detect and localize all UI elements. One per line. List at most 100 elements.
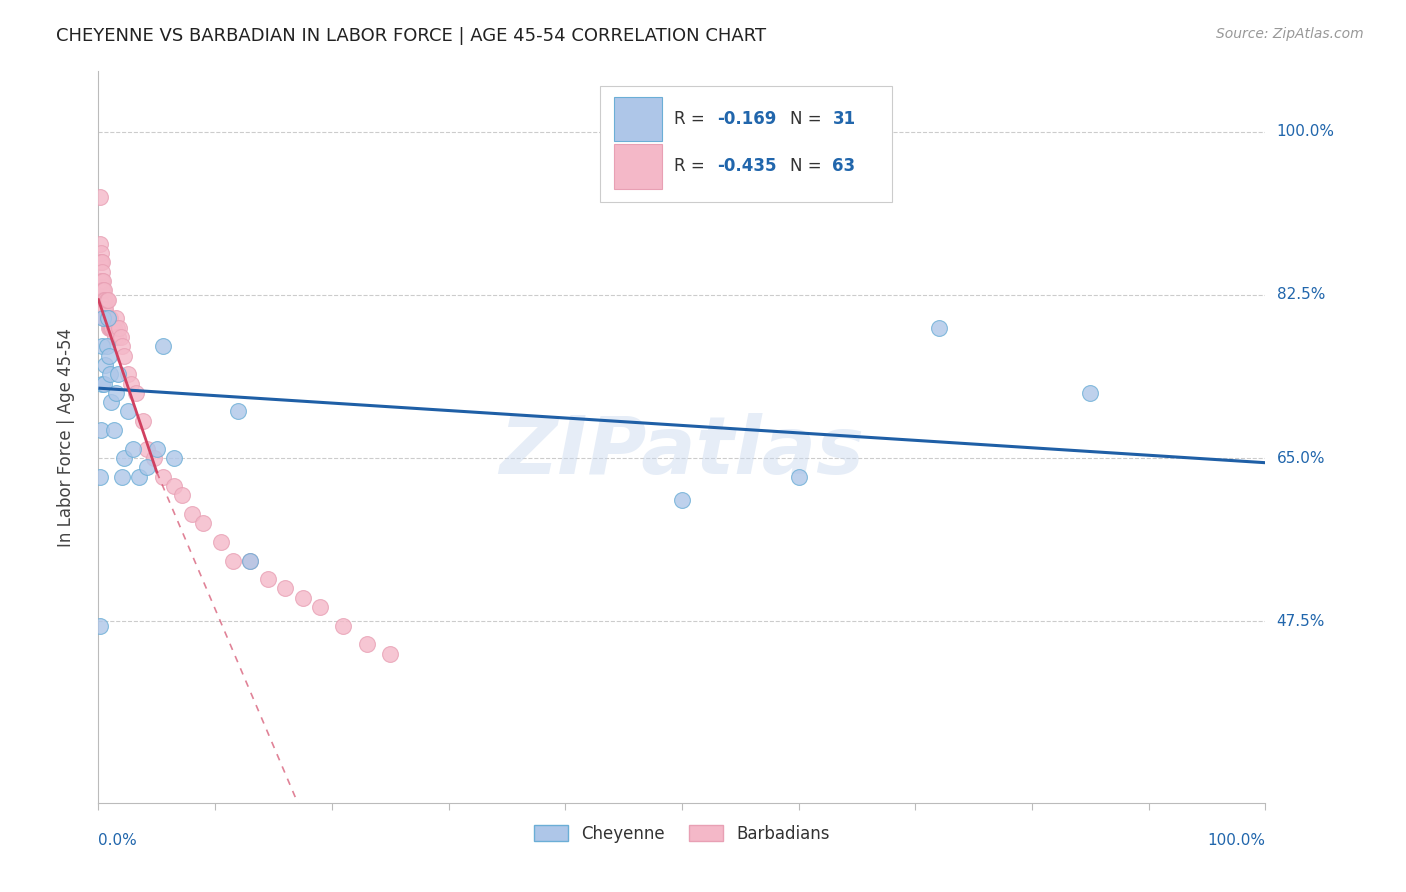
Point xyxy=(89,190,111,204)
Point xyxy=(122,442,145,456)
Point xyxy=(110,330,132,344)
Point xyxy=(98,320,121,334)
Point xyxy=(787,469,810,483)
Text: 65.0%: 65.0% xyxy=(1277,450,1324,466)
Text: ZIPatlas: ZIPatlas xyxy=(499,413,865,491)
Point xyxy=(209,535,232,549)
Point xyxy=(103,423,125,437)
Point xyxy=(193,516,215,531)
Point xyxy=(228,404,250,418)
Point xyxy=(111,469,134,483)
Point xyxy=(309,600,332,615)
Point xyxy=(104,385,127,400)
Point xyxy=(89,236,111,251)
Y-axis label: In Labor Force | Age 45-54: In Labor Force | Age 45-54 xyxy=(56,327,75,547)
Point xyxy=(239,553,262,567)
Point xyxy=(104,330,127,344)
FancyBboxPatch shape xyxy=(614,145,662,189)
Point xyxy=(89,274,111,288)
Point xyxy=(89,469,111,483)
Point xyxy=(105,320,128,334)
Point xyxy=(90,339,112,353)
Point xyxy=(90,246,112,260)
Point xyxy=(239,553,262,567)
Text: 100.0%: 100.0% xyxy=(1208,833,1265,848)
Point xyxy=(120,376,142,391)
Point xyxy=(928,320,950,334)
Point xyxy=(136,442,159,456)
Point xyxy=(136,460,159,475)
Point xyxy=(97,311,120,326)
Point xyxy=(104,311,127,326)
Legend: Cheyenne, Barbadians: Cheyenne, Barbadians xyxy=(527,818,837,849)
Point xyxy=(163,479,186,493)
Point xyxy=(93,283,115,297)
Point xyxy=(180,507,202,521)
Text: 47.5%: 47.5% xyxy=(1277,614,1324,629)
Point xyxy=(93,301,115,316)
Text: 82.5%: 82.5% xyxy=(1277,287,1324,302)
Point xyxy=(103,320,125,334)
Point xyxy=(91,311,114,326)
Text: N =: N = xyxy=(790,158,827,176)
Point xyxy=(93,311,115,326)
Point xyxy=(152,339,174,353)
Text: -0.435: -0.435 xyxy=(717,158,776,176)
Text: 63: 63 xyxy=(832,158,856,176)
Text: R =: R = xyxy=(673,110,710,128)
Point xyxy=(97,349,120,363)
Point xyxy=(90,265,112,279)
Point xyxy=(380,647,402,661)
Text: 100.0%: 100.0% xyxy=(1277,124,1334,139)
Text: Source: ZipAtlas.com: Source: ZipAtlas.com xyxy=(1216,27,1364,41)
Point xyxy=(94,311,117,326)
Point xyxy=(112,451,135,466)
Point xyxy=(93,376,115,391)
Point xyxy=(100,395,122,409)
Point xyxy=(143,451,166,466)
Text: N =: N = xyxy=(790,110,827,128)
Point xyxy=(97,311,120,326)
Point xyxy=(111,339,134,353)
Point xyxy=(221,553,243,567)
Point xyxy=(94,293,117,307)
Point xyxy=(96,339,118,353)
Point xyxy=(90,283,112,297)
Text: CHEYENNE VS BARBADIAN IN LABOR FORCE | AGE 45-54 CORRELATION CHART: CHEYENNE VS BARBADIAN IN LABOR FORCE | A… xyxy=(56,27,766,45)
Point xyxy=(128,469,150,483)
Point xyxy=(1080,385,1102,400)
Point xyxy=(107,367,129,381)
Point xyxy=(117,367,139,381)
Point xyxy=(90,255,112,269)
Point xyxy=(89,255,111,269)
Point xyxy=(90,423,112,437)
Point xyxy=(117,404,139,418)
Point xyxy=(152,469,174,483)
Point xyxy=(100,320,122,334)
Point xyxy=(91,283,114,297)
Point xyxy=(96,293,118,307)
Point xyxy=(91,274,114,288)
Point xyxy=(90,274,112,288)
Point xyxy=(98,311,121,326)
Point xyxy=(172,488,194,502)
Point xyxy=(107,330,129,344)
Point xyxy=(98,367,121,381)
Point xyxy=(90,376,112,391)
Point xyxy=(89,619,111,633)
Point xyxy=(94,358,117,372)
Point xyxy=(97,311,120,326)
Point xyxy=(96,311,118,326)
Point xyxy=(356,637,378,651)
FancyBboxPatch shape xyxy=(600,86,891,202)
Point xyxy=(90,274,112,288)
Point xyxy=(108,320,131,334)
Point xyxy=(163,451,186,466)
Point xyxy=(671,493,693,508)
Text: -0.169: -0.169 xyxy=(717,110,776,128)
Point xyxy=(256,572,278,586)
Point xyxy=(125,385,148,400)
Point xyxy=(90,255,112,269)
Text: R =: R = xyxy=(673,158,710,176)
Point xyxy=(291,591,314,605)
